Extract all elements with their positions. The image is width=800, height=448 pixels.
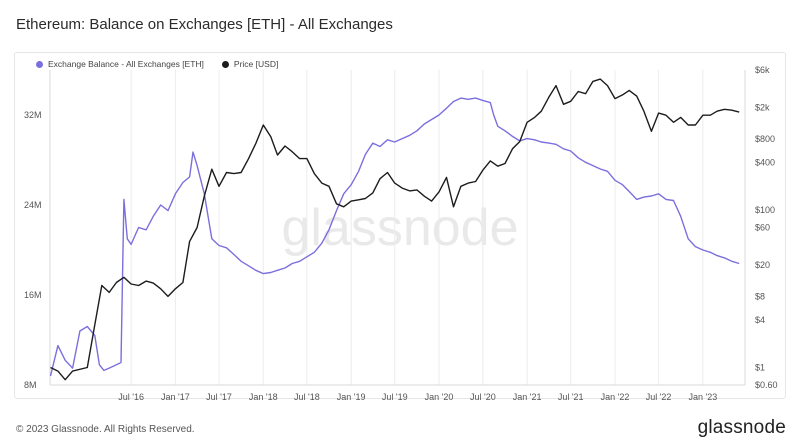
y-right-tick-label: $2k bbox=[755, 103, 770, 113]
legend-label-balance: Exchange Balance - All Exchanges [ETH] bbox=[48, 59, 204, 69]
x-tick-label: Jan '19 bbox=[337, 392, 366, 402]
y-left-tick-label: 16M bbox=[24, 290, 42, 300]
series-line-price bbox=[50, 78, 740, 381]
x-tick-label: Jul '16 bbox=[118, 392, 144, 402]
x-tick-label: Jan '23 bbox=[688, 392, 717, 402]
x-tick-label: Jul '18 bbox=[294, 392, 320, 402]
x-tick-label: Jul '17 bbox=[206, 392, 232, 402]
x-tick-label: Jan '18 bbox=[249, 392, 278, 402]
legend-item-balance[interactable]: Exchange Balance - All Exchanges [ETH] bbox=[36, 59, 204, 69]
y-right-tick-label: $0.60 bbox=[755, 380, 778, 390]
watermark-text: glassnode bbox=[281, 199, 518, 257]
x-tick-label: Jul '19 bbox=[382, 392, 408, 402]
chart-panel bbox=[14, 52, 786, 399]
x-tick-label: Jul '22 bbox=[646, 392, 672, 402]
y-right-tick-label: $8 bbox=[755, 291, 765, 301]
series-line-balance bbox=[49, 97, 740, 377]
chart-title: Ethereum: Balance on Exchanges [ETH] - A… bbox=[16, 16, 393, 33]
y-right-tick-label: $20 bbox=[755, 260, 770, 270]
x-tick-label: Jul '20 bbox=[470, 392, 496, 402]
y-right-tick-label: $6k bbox=[755, 65, 770, 75]
y-right-tick-label: $800 bbox=[755, 134, 775, 144]
y-right-tick-label: $400 bbox=[755, 158, 775, 168]
legend-swatch-balance bbox=[36, 60, 43, 68]
x-tick-label: Jul '21 bbox=[558, 392, 584, 402]
x-tick-label: Jan '22 bbox=[601, 392, 630, 402]
brand-logo: glassnode bbox=[697, 417, 786, 438]
y-left-tick-label: 24M bbox=[24, 200, 42, 210]
copyright-footer: © 2023 Glassnode. All Rights Reserved. bbox=[16, 424, 195, 435]
y-right-tick-label: $60 bbox=[755, 223, 770, 233]
legend-label-price: Price [USD] bbox=[233, 59, 279, 69]
x-tick-label: Jan '17 bbox=[161, 392, 190, 402]
x-tick-label: Jan '21 bbox=[513, 392, 542, 402]
y-right-tick-label: $100 bbox=[755, 205, 775, 215]
y-left-tick-label: 32M bbox=[24, 110, 42, 120]
y-left-tick-label: 8M bbox=[24, 380, 37, 390]
legend-item-price[interactable]: Price [USD] bbox=[221, 59, 279, 69]
y-right-tick-label: $4 bbox=[755, 315, 765, 325]
y-right-tick-label: $1 bbox=[755, 363, 765, 373]
chart-legend: Exchange Balance - All Exchanges [ETH] P… bbox=[36, 59, 278, 69]
x-tick-label: Jan '20 bbox=[425, 392, 454, 402]
legend-swatch-price bbox=[221, 60, 229, 68]
